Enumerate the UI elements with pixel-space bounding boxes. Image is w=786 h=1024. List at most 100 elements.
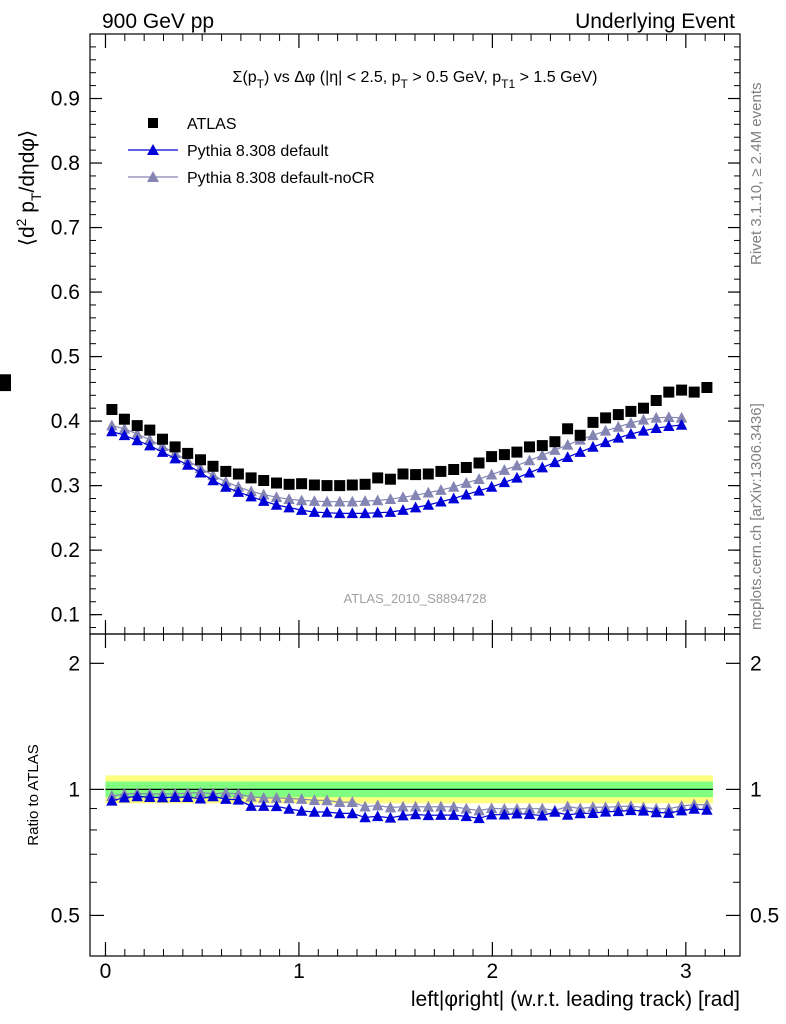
- ratio-point-nocr: [485, 802, 498, 814]
- data-point-default: [346, 507, 359, 519]
- ratio-point-default: [194, 792, 207, 804]
- data-point-atlas: [0, 374, 11, 386]
- ratio-point-nocr: [346, 796, 359, 807]
- series-line-default: [111, 424, 682, 515]
- data-point-nocr: [561, 438, 574, 450]
- ratio-point-nocr: [334, 796, 346, 807]
- ratio-point-default: [549, 806, 561, 817]
- data-point-nocr: [321, 495, 333, 507]
- ratio-point-default: [118, 791, 131, 803]
- data-point-atlas: [346, 479, 358, 491]
- ratio-point-nocr: [384, 801, 397, 813]
- ratio-point-default: [536, 809, 548, 821]
- data-point-default: [422, 498, 435, 510]
- series-line-nocr: [111, 416, 682, 503]
- ratio-point-default: [283, 802, 295, 814]
- ratio-point-default: [485, 808, 498, 820]
- data-point-atlas: [144, 424, 156, 436]
- data-point-atlas: [676, 384, 688, 396]
- data-point-atlas: [131, 420, 143, 432]
- data-point-nocr: [144, 433, 156, 445]
- data-point-default: [460, 488, 472, 500]
- ratio-point-default: [207, 790, 219, 802]
- data-point-default: [625, 428, 637, 439]
- plot-title-b: ) vs Δφ (|η| < 2.5, p: [264, 69, 401, 86]
- data-point-atlas: [663, 386, 675, 398]
- data-point-atlas: [587, 416, 599, 428]
- data-point-nocr: [258, 488, 270, 500]
- data-point-atlas: [271, 477, 282, 489]
- data-point-atlas: [195, 454, 206, 466]
- data-point-default: [295, 504, 308, 515]
- data-point-nocr: [384, 493, 397, 504]
- ratio-y-tick-label: 2: [68, 652, 80, 675]
- data-point-atlas: [207, 460, 219, 472]
- data-point-default: [536, 461, 548, 473]
- y-tick-label: 0.2: [51, 539, 80, 562]
- data-point-nocr: [549, 444, 561, 455]
- ratio-point-nocr: [321, 794, 333, 806]
- y-tick-label: 0.9: [51, 88, 80, 111]
- data-point-nocr: [131, 428, 143, 439]
- ratio-point-default: [384, 811, 397, 823]
- main-x-ticks: [104, 34, 726, 634]
- data-point-default: [447, 492, 460, 504]
- data-point-atlas: [600, 412, 612, 424]
- x-tick-label: 0: [100, 960, 112, 983]
- ratio-point-nocr: [258, 791, 270, 803]
- legend-marker-default: [147, 144, 159, 155]
- data-point-atlas: [245, 472, 257, 484]
- ratio-y-tick-label-right: 1: [750, 778, 762, 801]
- y-tick-label: 0.7: [51, 217, 80, 240]
- ratio-point-nocr: [409, 800, 422, 812]
- data-point-atlas: [118, 413, 130, 425]
- data-point-atlas: [157, 433, 168, 445]
- ratio-point-default: [220, 793, 232, 804]
- plot-title-a-sub: T: [257, 77, 265, 91]
- data-point-default: [549, 456, 561, 468]
- data-point-default: [409, 501, 422, 513]
- ratio-point-default: [675, 804, 688, 816]
- data-point-nocr: [612, 420, 625, 432]
- ratio-point-nocr: [422, 800, 435, 812]
- ratio-point-nocr: [536, 802, 548, 814]
- data-point-default: [574, 446, 586, 457]
- data-point-default: [181, 458, 194, 470]
- data-point-atlas: [688, 386, 700, 398]
- ratio-point-nocr: [308, 794, 321, 806]
- ratio-y-tick-label: 0.5: [51, 904, 80, 927]
- ratio-point-default: [435, 809, 447, 820]
- ratio-point-default: [637, 804, 650, 816]
- data-point-default: [371, 506, 384, 518]
- ratio-y-tick-label-right: 0.5: [750, 904, 779, 927]
- plot-title-c-sub: T1: [501, 77, 515, 91]
- data-point-atlas: [574, 429, 586, 441]
- data-point-atlas: [232, 468, 244, 480]
- ratio-point-nocr: [232, 787, 245, 799]
- ratio-point-default: [169, 791, 181, 802]
- x-tick-label: 1: [293, 960, 305, 983]
- data-point-default: [485, 480, 498, 492]
- legend-entry-default: Pythia 8.308 default: [128, 143, 329, 160]
- data-point-default: [663, 420, 675, 432]
- plot-title-a: Σ(p: [233, 69, 257, 86]
- ratio-point-default: [663, 807, 675, 818]
- data-point-nocr: [106, 419, 118, 431]
- y-tick-label: 0.4: [51, 410, 81, 433]
- data-point-atlas: [106, 404, 118, 415]
- ratio-point-default: [371, 810, 384, 822]
- data-point-atlas: [549, 436, 561, 448]
- data-point-nocr: [409, 489, 422, 501]
- data-point-atlas: [0, 380, 11, 392]
- data-point-atlas: [410, 469, 422, 481]
- data-point-atlas: [524, 441, 535, 453]
- data-point-atlas: [625, 405, 637, 417]
- ratio-point-default: [523, 808, 536, 820]
- header-right: Underlying Event: [575, 10, 735, 33]
- main-plot-panel: 0.10.20.30.40.50.60.70.80.9 Σ(pT) vs Δφ …: [0, 33, 741, 635]
- ratio-point-default: [473, 812, 485, 824]
- data-point-nocr: [118, 422, 131, 434]
- data-point-default: [207, 474, 219, 486]
- ratio-point-nocr: [220, 786, 232, 798]
